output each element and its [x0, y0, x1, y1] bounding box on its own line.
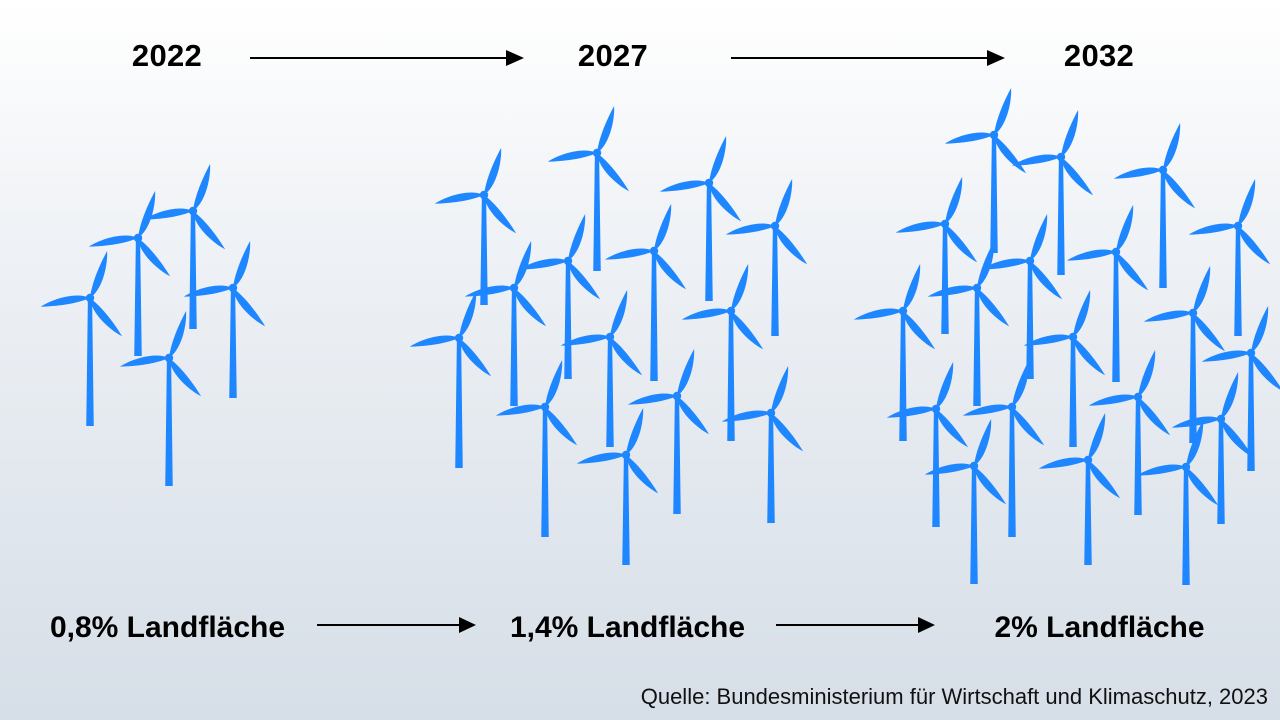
turbine-group-2027 — [409, 106, 808, 565]
turbine-group-2032 — [853, 88, 1280, 585]
wind-turbine-icon — [495, 360, 578, 537]
share-2027-label: 1,4% Landfläche — [509, 611, 746, 644]
arrow-right-icon — [250, 50, 524, 66]
wind-turbine-icon — [40, 251, 123, 426]
year-2022-label: 2022 — [131, 38, 203, 73]
wind-turbine-icon — [1143, 266, 1226, 443]
wind-turbine-icon — [1023, 290, 1106, 447]
wind-turbine-icon — [725, 179, 808, 336]
wind-turbine-icon — [886, 362, 969, 527]
wind-turbine-icon — [143, 164, 226, 329]
wind-turbine-icon — [560, 290, 643, 447]
year-2032-label: 2032 — [1063, 38, 1135, 73]
arrow-right-icon — [731, 50, 1005, 66]
wind-turbine-icon — [853, 264, 936, 441]
wind-turbine-icon — [1038, 413, 1121, 565]
wind-turbine-icon — [1066, 205, 1149, 382]
wind-turbine-icon — [681, 264, 764, 441]
wind-turbine-icon — [1171, 372, 1254, 524]
arrow-right-icon — [317, 617, 476, 633]
wind-turbine-icon — [1201, 306, 1280, 471]
wind-turbine-icon — [518, 214, 601, 379]
source-note: Quelle: Bundesministerium für Wirtschaft… — [640, 684, 1268, 709]
wind-turbine-icon — [627, 349, 710, 514]
wind-turbine-icon — [409, 291, 492, 468]
wind-turbine-icon — [1113, 123, 1196, 288]
wind-turbine-icon — [464, 241, 547, 406]
wind-turbine-icon — [659, 136, 742, 301]
wind-turbine-icon — [721, 366, 804, 523]
share-2022-label: 0,8% Landfläche — [49, 611, 286, 644]
wind-turbine-icon — [119, 311, 202, 486]
wind-turbine-icon — [547, 106, 630, 271]
wind-turbine-icon — [980, 214, 1063, 379]
turbine-group-2022 — [40, 164, 266, 486]
wind-turbine-icon — [183, 241, 266, 398]
year-2027-label: 2027 — [577, 38, 649, 73]
arrow-right-icon — [776, 617, 935, 633]
wind-turbine-icon — [962, 360, 1045, 537]
wind-turbine-icon — [604, 204, 687, 381]
wind-turbine-icon — [924, 419, 1007, 584]
wind-turbine-icon — [1088, 350, 1171, 515]
wind-turbine-icon — [927, 241, 1010, 406]
share-2032-label: 2% Landfläche — [994, 611, 1205, 644]
wind-turbine-icon — [1188, 179, 1271, 336]
wind-turbine-icon — [1011, 110, 1094, 275]
wind-turbine-icon — [88, 191, 171, 356]
wind-turbine-icon — [434, 148, 517, 305]
wind-turbine-icon — [576, 408, 659, 565]
wind-turbine-icon — [1136, 420, 1219, 585]
wind-turbine-icon — [895, 177, 978, 334]
